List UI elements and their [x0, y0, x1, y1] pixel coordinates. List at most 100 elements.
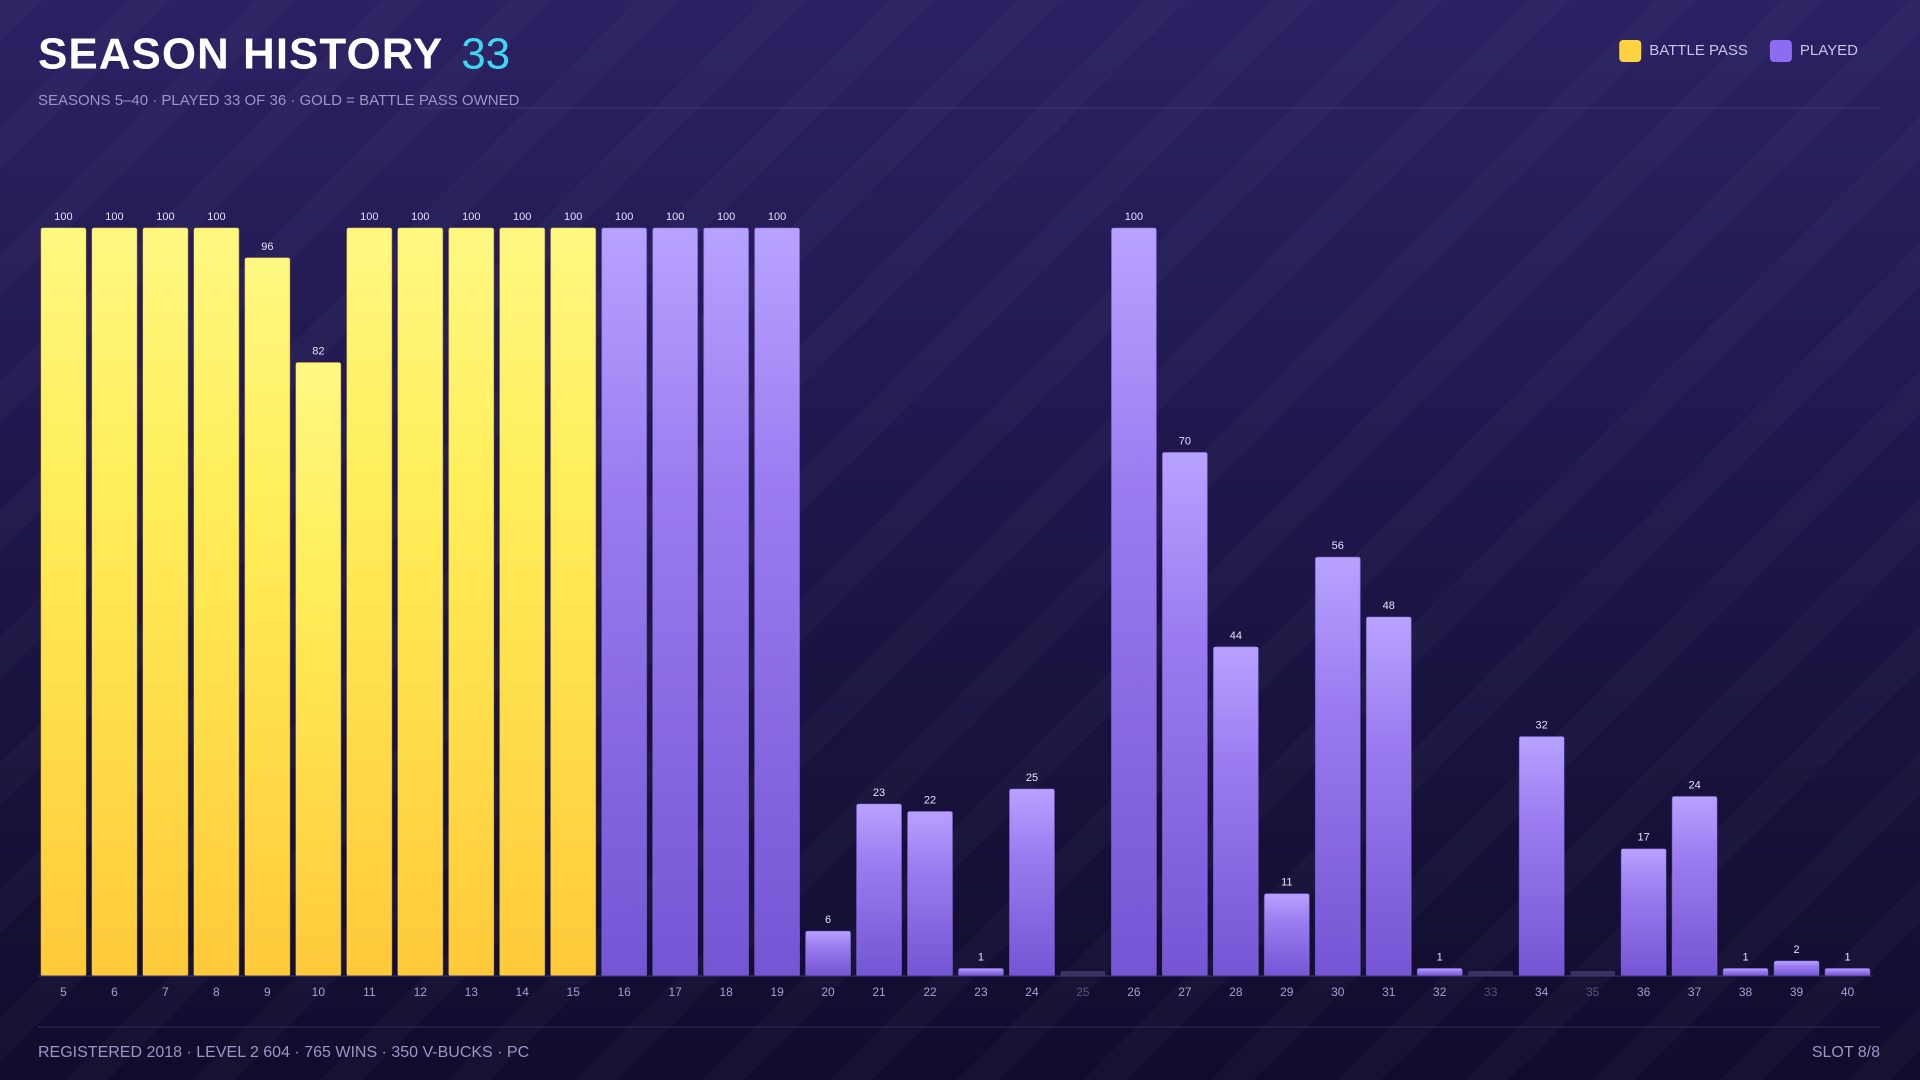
- value-label: 100: [513, 211, 531, 223]
- value-label: 32: [1536, 720, 1548, 732]
- value-label: 70: [1179, 435, 1191, 447]
- x-tick-label: 23: [974, 985, 988, 999]
- empty-slot: [1570, 971, 1616, 976]
- bar: [142, 227, 189, 977]
- bar: [346, 227, 393, 977]
- x-tick-label: 7: [162, 985, 169, 999]
- value-label: 100: [768, 211, 786, 223]
- x-tick-label: 9: [264, 985, 271, 999]
- x-tick-label: 38: [1739, 985, 1753, 999]
- x-tick-label: 18: [719, 985, 733, 999]
- value-label: 1: [1437, 951, 1443, 963]
- bar: [1314, 556, 1361, 977]
- x-tick-label: 36: [1637, 985, 1651, 999]
- bar: [1671, 795, 1718, 977]
- x-tick-label: 32: [1433, 985, 1447, 999]
- x-tick-label: 39: [1790, 985, 1804, 999]
- bar: [856, 803, 902, 977]
- bar: [601, 227, 648, 977]
- value-label: 17: [1638, 832, 1650, 844]
- empty-slot: [1060, 971, 1106, 976]
- value-label: 100: [156, 211, 174, 223]
- x-tick-label: 5: [60, 985, 67, 999]
- value-label: 100: [717, 211, 735, 223]
- value-label: 48: [1383, 600, 1395, 612]
- x-tick-label: 28: [1229, 985, 1243, 999]
- bar: [448, 227, 495, 977]
- value-label: 100: [564, 211, 582, 223]
- x-tick-label: 19: [770, 985, 784, 999]
- x-tick-label: 6: [111, 985, 118, 999]
- bar: [550, 227, 597, 977]
- value-label: 2: [1793, 944, 1799, 956]
- bar: [1620, 848, 1667, 977]
- x-tick-label: 40: [1841, 985, 1855, 999]
- x-tick-label: 27: [1178, 985, 1192, 999]
- bar: [1263, 893, 1310, 977]
- bar: [1518, 736, 1565, 977]
- legend-swatch: [1769, 40, 1792, 62]
- bar: [958, 968, 1004, 977]
- bar: [244, 257, 291, 977]
- value-label: 6: [825, 914, 831, 926]
- value-label: 100: [1125, 211, 1143, 223]
- value-label: 100: [666, 211, 684, 223]
- bar: [193, 227, 240, 977]
- x-tick-label: 22: [923, 985, 937, 999]
- value-label: 1: [978, 951, 984, 963]
- slot: SLOT 8/8: [1812, 1044, 1880, 1061]
- value-label: 22: [924, 794, 936, 806]
- x-tick-label: 11: [363, 985, 376, 999]
- bar: [652, 227, 699, 977]
- value-label: 100: [360, 211, 378, 223]
- x-tick-label: 37: [1688, 985, 1702, 999]
- bar: [295, 362, 342, 977]
- value-label: 11: [1281, 877, 1292, 889]
- bar: [1416, 968, 1463, 977]
- x-tick-label: 17: [668, 985, 682, 999]
- x-tick-label: 10: [312, 985, 326, 999]
- bar: [1722, 968, 1769, 977]
- empty-slot: [1468, 971, 1514, 976]
- bar: [91, 227, 138, 977]
- bar: [40, 227, 87, 977]
- x-tick-label: 31: [1382, 985, 1396, 999]
- x-tick-label: 8: [213, 985, 220, 999]
- played-count: 33: [461, 30, 510, 79]
- x-tick-label: 24: [1025, 985, 1039, 999]
- value-label: 44: [1230, 630, 1242, 642]
- bar: [805, 930, 851, 977]
- legend-swatch: [1619, 40, 1642, 62]
- value-label: 23: [873, 787, 885, 799]
- x-tick-label: 29: [1280, 985, 1294, 999]
- x-tick-label: 20: [821, 985, 835, 999]
- bar: [499, 227, 546, 977]
- bar: [703, 227, 750, 977]
- bar: [1365, 616, 1412, 977]
- bar: [1824, 968, 1871, 977]
- bar: [1212, 646, 1259, 977]
- bar: [397, 227, 444, 977]
- x-tick-label: 14: [516, 985, 530, 999]
- x-tick-label: 15: [567, 985, 581, 999]
- value-label: 100: [411, 211, 429, 223]
- x-tick-label: 35: [1586, 985, 1600, 999]
- x-tick-label: 33: [1484, 985, 1498, 999]
- value-label: 100: [207, 211, 225, 223]
- value-label: 25: [1026, 772, 1038, 784]
- x-tick-label: 30: [1331, 985, 1345, 999]
- x-tick-label: 21: [872, 985, 886, 999]
- x-tick-label: 26: [1127, 985, 1141, 999]
- bar: [1009, 788, 1055, 977]
- bar: [907, 810, 953, 977]
- value-label: 82: [312, 346, 324, 358]
- x-tick-label: 25: [1076, 985, 1090, 999]
- legend-label: BATTLE PASS: [1649, 42, 1748, 59]
- bar: [754, 227, 801, 977]
- value-label: 24: [1688, 779, 1700, 791]
- bar: [1773, 960, 1820, 977]
- value-label: 1: [1844, 951, 1850, 963]
- value-label: 100: [54, 211, 72, 223]
- x-tick-label: 16: [618, 985, 632, 999]
